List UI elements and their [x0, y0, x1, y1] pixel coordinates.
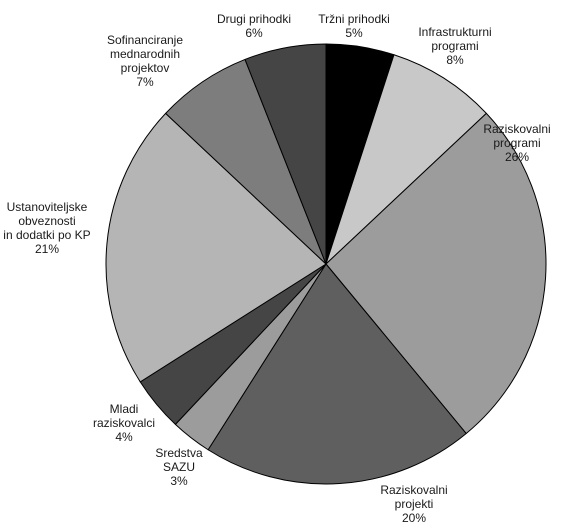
slice-label-line: Sofinanciranje	[107, 33, 183, 47]
slice-label-line: Sredstva	[155, 446, 203, 460]
slice-label-line: 8%	[446, 53, 464, 67]
slice-label-line: Drugi prihodki	[217, 12, 291, 26]
slice-label-line: 4%	[115, 430, 133, 444]
slice-label-line: mednarodnih	[110, 47, 180, 61]
slice-label-line: Tržni prihodki	[318, 12, 390, 26]
slice-label-line: 3%	[170, 474, 188, 488]
slice-label-line: projekti	[395, 497, 434, 511]
slice-label-line: programi	[431, 39, 478, 53]
slice-label-line: Mladi	[110, 402, 139, 416]
slice-label-line: 26%	[505, 150, 529, 164]
slice-label-9: Drugi prihodki 6%	[217, 12, 291, 40]
slice-label-line: Raziskovalni	[483, 122, 550, 136]
slice-label-line: raziskovalci	[93, 416, 155, 430]
slice-label-line: in dodatki po KP	[3, 228, 90, 242]
slice-label-line: 7%	[136, 75, 154, 89]
slice-label-line: 20%	[402, 511, 426, 525]
slice-label-line: 5%	[345, 26, 363, 40]
pie-slice-7	[105, 112, 327, 383]
slice-label-6: Mladi raziskovalci 4%	[93, 402, 155, 444]
slice-label-8: Sofinanciranje mednarodnih projektov 7%	[107, 33, 183, 89]
slice-label-3: Raziskovalni programi 26%	[483, 122, 550, 164]
pie-labels: Tržni prihodki 5% Infrastrukturni programi 8…	[3, 12, 550, 525]
slice-label-line: programi	[493, 136, 540, 150]
slice-label-7: Ustanoviteljske obveznosti in dodatki po K…	[3, 200, 90, 256]
slice-label-line: projektov	[121, 61, 170, 75]
slice-label-line: 6%	[245, 26, 263, 40]
pie-slice-9	[244, 43, 327, 265]
slice-label-5: Sredstva SAZU 3%	[155, 446, 203, 488]
pie-slice-2	[325, 54, 487, 265]
slice-label-line: Raziskovalni	[380, 483, 447, 497]
pie-slices	[105, 43, 547, 485]
slice-label-1: Tržni prihodki 5%	[318, 12, 390, 40]
slice-label-line: Infrastrukturni	[418, 25, 491, 39]
slice-label-line: SAZU	[163, 460, 195, 474]
slice-label-line: Ustanoviteljske	[7, 200, 88, 214]
slice-label-line: obveznosti	[18, 214, 75, 228]
pie-slice-3	[325, 112, 547, 435]
slice-label-4: Raziskovalni projekti 20%	[380, 483, 447, 525]
slice-label-line: 21%	[35, 242, 59, 256]
slice-label-2: Infrastrukturni programi 8%	[418, 25, 491, 67]
pie-slice-4	[207, 263, 467, 485]
